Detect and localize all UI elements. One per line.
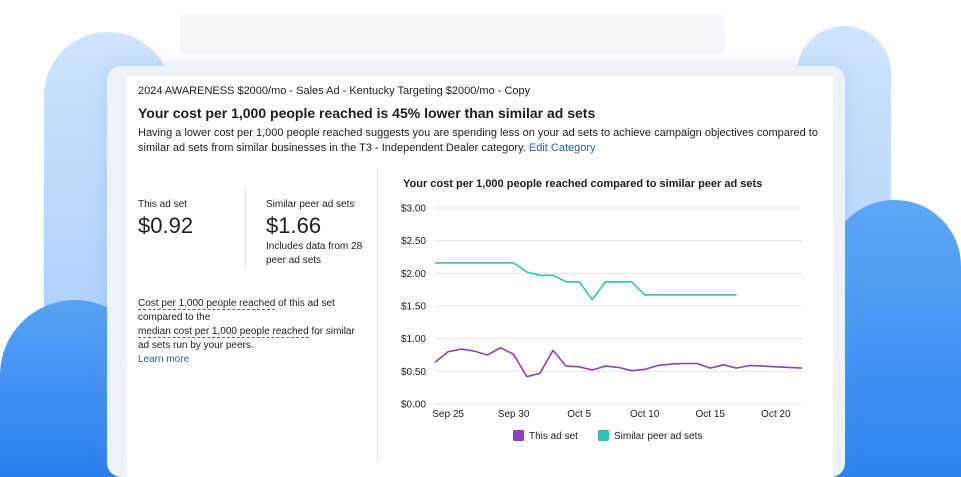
peer-ad-sets-note: Includes data from 28 peer ad sets — [266, 241, 363, 266]
description-text: Having a lower cost per 1,000 people rea… — [138, 127, 818, 154]
cost-comparison-chart: $3.00 $2.50 $2.00 $1.50 $1.00 $0.50 $0.00 Sep … — [401, 204, 803, 442]
legend-label: Similar peer ad sets — [614, 431, 702, 442]
chart-series — [434, 262, 803, 378]
y-axis-labels: $3.00 $2.50 $2.00 $1.50 $1.00 $0.50 $0.00 — [401, 204, 426, 411]
median-cpm-term-tooltip[interactable]: median cost per 1,000 people reached — [138, 326, 309, 338]
stat-divider — [245, 188, 246, 268]
learn-more-link[interactable]: Learn more — [138, 354, 190, 365]
x-tick-label: Oct 15 — [696, 409, 726, 420]
edit-category-link[interactable]: Edit Category — [528, 142, 596, 154]
y-tick-label: $0.50 — [401, 367, 426, 378]
legend-label: This ad set — [529, 431, 578, 442]
this-ad-set-line[interactable] — [434, 347, 803, 378]
x-tick-label: Oct 5 — [567, 409, 591, 420]
background-pill-right-low — [828, 200, 961, 477]
breadcrumb: 2024 AWARENESS $2000/mo - Sales Ad - Ken… — [138, 85, 531, 97]
x-tick-label: Sep 30 — [498, 409, 530, 420]
section-divider — [377, 169, 378, 461]
peer-ad-sets-label: Similar peer ad sets — [266, 199, 355, 210]
background-card-top — [180, 14, 725, 54]
chart-legend: This ad set Similar peer ad sets — [513, 430, 702, 442]
x-tick-label: Oct 10 — [630, 409, 660, 420]
chart-title: Your cost per 1,000 people reached compa… — [403, 178, 763, 190]
y-tick-label: $3.00 — [401, 204, 426, 215]
insight-card: 2024 AWARENESS $2000/mo - Sales Ad - Ken… — [127, 76, 833, 477]
y-tick-label: $0.00 — [401, 400, 426, 411]
y-tick-label: $2.50 — [401, 236, 426, 247]
chart-gridlines — [435, 207, 802, 405]
legend-swatch — [598, 430, 609, 441]
x-tick-label: Sep 25 — [432, 409, 464, 420]
y-tick-label: $1.50 — [401, 302, 426, 313]
y-tick-label: $1.00 — [401, 334, 426, 345]
cpm-term-tooltip[interactable]: Cost per 1,000 people reached — [138, 298, 276, 310]
x-tick-label: Oct 20 — [761, 409, 791, 420]
explanation-text-1: of this ad set compared to the — [138, 298, 335, 323]
x-axis-labels: Sep 25 Sep 30 Oct 5 Oct 10 Oct 15 Oct 20 — [432, 409, 791, 420]
explanation-text-2: for similar ad sets run by your peers. — [138, 326, 355, 351]
this-ad-set-value: $0.92 — [138, 213, 194, 238]
insight-headline: Your cost per 1,000 people reached is 45… — [138, 105, 596, 121]
insight-description: Having a lower cost per 1,000 people rea… — [138, 126, 818, 156]
legend-swatch — [513, 430, 524, 441]
peer-ad-sets-line[interactable] — [435, 262, 737, 301]
metric-explanation: Cost per 1,000 people reached of this ad… — [138, 297, 363, 367]
y-tick-label: $2.00 — [401, 269, 426, 280]
this-ad-set-label: This ad set — [138, 199, 187, 210]
peer-ad-sets-value: $1.66 — [266, 213, 322, 238]
